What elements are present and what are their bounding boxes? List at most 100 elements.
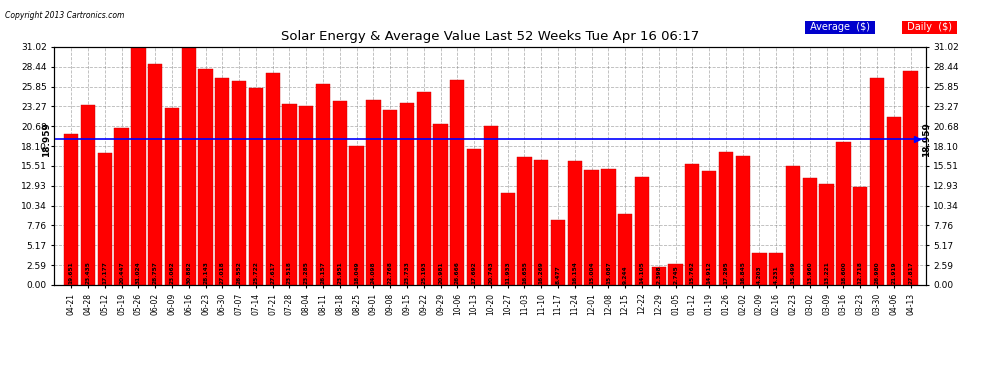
Text: Daily  ($): Daily ($): [904, 22, 955, 33]
Bar: [870, 78, 884, 285]
Text: 13.960: 13.960: [807, 261, 813, 284]
Bar: [719, 152, 733, 285]
Bar: [618, 214, 633, 285]
Bar: [820, 183, 834, 285]
Bar: [518, 157, 532, 285]
Bar: [64, 134, 78, 285]
Text: 15.762: 15.762: [690, 261, 695, 284]
Bar: [550, 220, 565, 285]
Text: 18.959: 18.959: [43, 122, 51, 157]
Text: 14.105: 14.105: [640, 261, 644, 284]
Text: 26.552: 26.552: [237, 261, 242, 284]
Bar: [736, 156, 749, 285]
Text: 27.617: 27.617: [270, 261, 275, 284]
Bar: [316, 84, 330, 285]
Bar: [601, 169, 616, 285]
Bar: [803, 178, 817, 285]
Text: 30.882: 30.882: [186, 261, 191, 284]
Bar: [148, 64, 162, 285]
Title: Solar Energy & Average Value Last 52 Weeks Tue Apr 16 06:17: Solar Energy & Average Value Last 52 Wee…: [281, 30, 699, 43]
Bar: [501, 194, 515, 285]
Text: 16.845: 16.845: [741, 261, 745, 284]
Text: 23.285: 23.285: [304, 261, 309, 284]
Text: 23.733: 23.733: [405, 261, 410, 284]
Bar: [651, 267, 666, 285]
Bar: [467, 149, 481, 285]
Bar: [535, 160, 548, 285]
Text: 12.718: 12.718: [857, 261, 862, 284]
Text: 2.398: 2.398: [656, 265, 661, 284]
Bar: [904, 72, 918, 285]
Text: 26.157: 26.157: [321, 261, 326, 284]
Bar: [333, 101, 346, 285]
Bar: [702, 171, 716, 285]
Text: 20.447: 20.447: [119, 261, 124, 284]
Text: 15.087: 15.087: [606, 261, 611, 284]
Bar: [484, 126, 498, 285]
Bar: [232, 81, 247, 285]
Text: 18.600: 18.600: [841, 261, 845, 284]
Text: 27.817: 27.817: [908, 261, 913, 284]
Text: 15.004: 15.004: [589, 261, 594, 284]
Text: 17.177: 17.177: [102, 261, 107, 284]
Bar: [584, 170, 599, 285]
Text: 17.692: 17.692: [471, 261, 476, 284]
Bar: [265, 73, 280, 285]
Bar: [98, 153, 112, 285]
Text: 19.651: 19.651: [68, 261, 73, 284]
Text: 26.980: 26.980: [874, 261, 879, 284]
Bar: [417, 92, 431, 285]
Text: 13.221: 13.221: [824, 261, 829, 284]
Bar: [635, 177, 649, 285]
Text: 23.951: 23.951: [338, 261, 343, 284]
Text: 21.919: 21.919: [891, 261, 896, 284]
Text: 9.244: 9.244: [623, 265, 628, 284]
Bar: [887, 117, 901, 285]
Text: 8.477: 8.477: [555, 265, 560, 284]
Bar: [349, 147, 363, 285]
Text: 28.143: 28.143: [203, 261, 208, 284]
Text: Average  ($): Average ($): [807, 22, 873, 33]
Bar: [567, 161, 582, 285]
Text: 11.933: 11.933: [505, 261, 510, 284]
Text: 31.024: 31.024: [136, 261, 141, 284]
Text: 16.655: 16.655: [522, 261, 527, 284]
Text: 25.722: 25.722: [253, 261, 258, 284]
Text: 23.518: 23.518: [287, 261, 292, 284]
Text: 4.231: 4.231: [774, 265, 779, 284]
Text: 24.098: 24.098: [371, 261, 376, 284]
Text: 18.049: 18.049: [354, 261, 359, 284]
Bar: [685, 164, 700, 285]
Bar: [668, 264, 683, 285]
Bar: [786, 166, 800, 285]
Bar: [299, 106, 314, 285]
Text: 14.912: 14.912: [707, 261, 712, 284]
Bar: [366, 100, 380, 285]
Bar: [400, 103, 414, 285]
Text: 23.062: 23.062: [169, 261, 174, 284]
Text: 20.743: 20.743: [488, 261, 493, 284]
Text: 17.295: 17.295: [724, 261, 729, 284]
Bar: [853, 188, 867, 285]
Text: 16.154: 16.154: [572, 261, 577, 284]
Text: 28.757: 28.757: [152, 261, 157, 284]
Bar: [450, 80, 464, 285]
Bar: [115, 128, 129, 285]
Bar: [837, 142, 850, 285]
Text: 25.193: 25.193: [421, 261, 427, 284]
Bar: [164, 108, 179, 285]
Text: 15.499: 15.499: [791, 261, 796, 284]
Bar: [248, 87, 263, 285]
Bar: [282, 105, 297, 285]
Bar: [198, 69, 213, 285]
Bar: [434, 124, 447, 285]
Text: 4.203: 4.203: [757, 265, 762, 284]
Bar: [383, 110, 397, 285]
Text: Copyright 2013 Cartronics.com: Copyright 2013 Cartronics.com: [5, 11, 125, 20]
Text: 2.745: 2.745: [673, 265, 678, 284]
Bar: [769, 252, 783, 285]
Text: 16.269: 16.269: [539, 261, 544, 284]
Bar: [752, 253, 766, 285]
Text: 22.768: 22.768: [388, 261, 393, 284]
Text: 20.981: 20.981: [438, 261, 444, 284]
